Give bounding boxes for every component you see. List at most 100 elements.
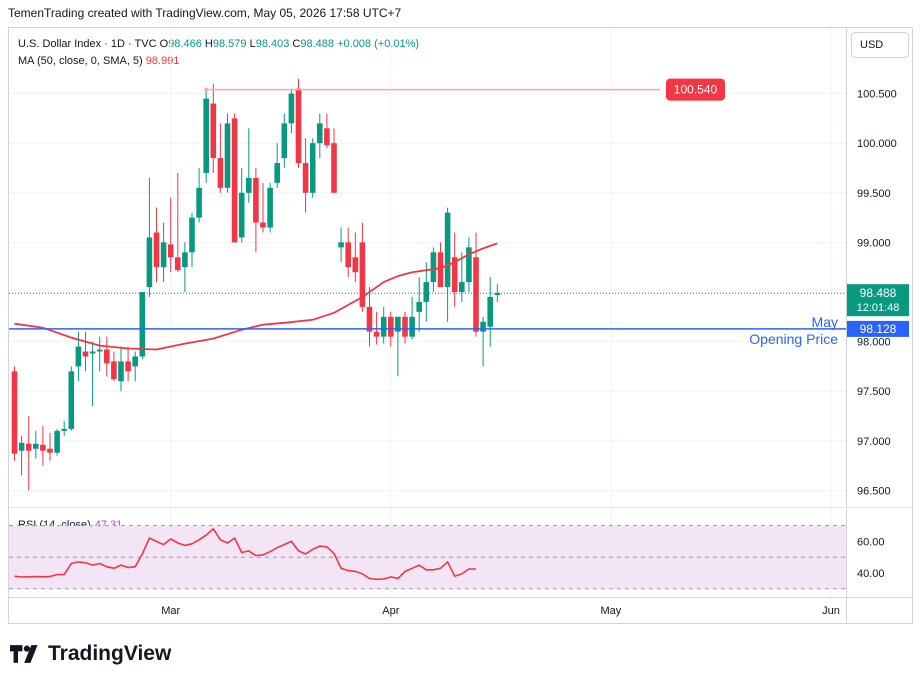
y-tick-label: 100.000: [857, 138, 897, 150]
candle-body: [18, 442, 25, 451]
candle-body: [189, 217, 195, 253]
candle-body: [104, 349, 110, 364]
overlays: [9, 87, 846, 351]
y-tick-label: 99.000: [857, 237, 891, 249]
candle-body: [423, 282, 430, 302]
y-tick-label: 100.500: [857, 89, 897, 101]
candle-body: [317, 123, 323, 144]
candle-body: [324, 128, 330, 146]
candle-body: [430, 252, 437, 283]
candle-body: [373, 331, 380, 337]
grid-lines: [9, 28, 846, 596]
candle-body: [125, 361, 131, 372]
candle-body: [68, 371, 75, 429]
candle-body: [47, 448, 53, 453]
candles: [11, 78, 501, 491]
y-tick-label: 97.500: [857, 386, 891, 398]
ma-label[interactable]: MA (50, close, 0, SMA, 5): [18, 55, 143, 67]
candle-body: [246, 177, 252, 193]
candle-body: [82, 351, 89, 357]
high-marker-label: 100.540: [674, 83, 718, 97]
candle-body: [309, 143, 316, 193]
candle-body: [96, 349, 103, 352]
brand-name: TradingView: [48, 642, 172, 665]
candle-body: [182, 252, 188, 268]
candle-body: [466, 247, 472, 283]
opening-price-badge: [847, 320, 909, 337]
candle-body: [352, 257, 359, 273]
currency-button[interactable]: USD: [851, 32, 909, 58]
ma-line: [14, 242, 498, 351]
candle-body: [167, 244, 174, 258]
candle-body: [366, 306, 373, 332]
last-price-label: 98.488: [860, 286, 897, 300]
close-value: 98.488: [300, 38, 335, 50]
candle-body: [40, 444, 46, 451]
candle-body: [338, 242, 344, 248]
tradingview-logo-icon: [10, 645, 38, 663]
candle-body: [253, 177, 259, 223]
tradingview-logo[interactable]: TradingView: [10, 642, 171, 666]
candle-body: [288, 93, 295, 124]
candle-body: [175, 257, 181, 271]
candle-body: [380, 316, 387, 337]
candle-body: [302, 163, 309, 193]
candle-body: [331, 143, 337, 193]
open-value: 98.466: [168, 38, 202, 50]
change-value: +0.008 (+0.01%): [337, 38, 420, 50]
candle-body: [132, 356, 138, 367]
x-tick-label: May: [601, 605, 622, 617]
chart-header: TemenTrading created with TradingView.co…: [8, 6, 402, 20]
opening-text-month: May: [812, 314, 838, 330]
candle-body: [231, 118, 238, 243]
candle-body: [224, 123, 231, 188]
candle-body: [33, 443, 39, 449]
candle-body: [89, 351, 96, 354]
chart-frame: [8, 27, 913, 624]
low-label: L: [249, 38, 256, 50]
candle-body: [139, 292, 146, 357]
candle-body: [416, 301, 422, 312]
high-label: H: [204, 38, 213, 50]
candle-body: [295, 88, 302, 164]
symbol-name[interactable]: U.S. Dollar Index · 1D · TVC: [18, 38, 157, 50]
candle-body: [75, 346, 82, 367]
candle-body: [111, 361, 117, 380]
candle-body: [359, 242, 366, 307]
y-tick-label: 96.500: [857, 485, 891, 497]
candle-body: [345, 242, 351, 268]
rsi-tick-label: 60.00: [857, 536, 885, 548]
rsi-pane: [9, 525, 846, 590]
candle-body: [473, 257, 479, 332]
candle-body: [409, 316, 415, 337]
candle-body: [402, 316, 408, 337]
opening-text-caption: Opening Price: [749, 331, 838, 347]
candle-body: [118, 361, 124, 382]
candle-body: [281, 123, 288, 159]
opening-price-label: 98.128: [860, 322, 897, 336]
axes: 96.50097.00097.50098.00098.50099.00099.5…: [9, 28, 912, 623]
candle-body: [480, 321, 486, 332]
y-tick-label: 99.500: [857, 188, 891, 200]
open-label: O: [159, 38, 169, 50]
candle-body: [395, 316, 401, 332]
candle-body: [217, 158, 224, 188]
x-tick-label: Jun: [822, 605, 840, 617]
high-marker-dot: [204, 87, 209, 92]
candle-body: [260, 222, 266, 228]
symbol-line: U.S. Dollar Index · 1D · TVC O98.466 H 98…: [18, 36, 419, 53]
candle-body: [160, 242, 167, 268]
countdown-label: 12:01:48: [857, 302, 900, 314]
candle-body: [146, 237, 153, 288]
candle-body: [459, 282, 465, 292]
candle-body: [11, 371, 18, 454]
candle-body: [61, 428, 67, 431]
candle-body: [451, 257, 458, 292]
candle-body: [274, 163, 280, 183]
last-price-badge: [847, 284, 909, 317]
y-tick-label: 98.000: [857, 337, 891, 349]
candle-body: [494, 292, 501, 295]
y-tick-label: 97.000: [857, 436, 891, 448]
